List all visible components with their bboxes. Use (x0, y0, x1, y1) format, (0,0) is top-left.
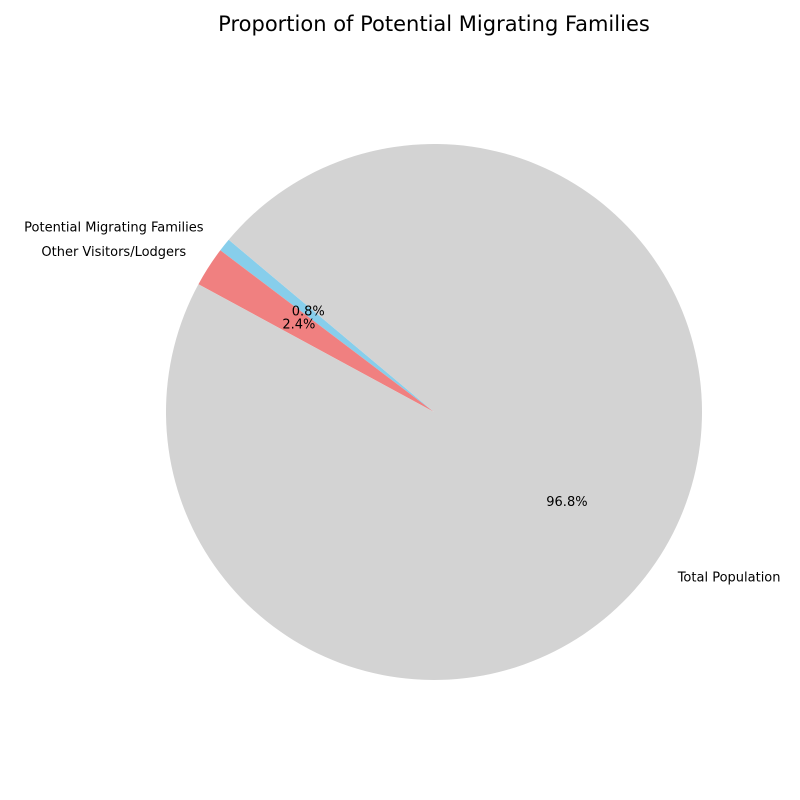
pie-label: Other Visitors/Lodgers (41, 245, 186, 260)
pie-percent-label: 0.8% (292, 304, 325, 319)
chart-title: Proportion of Potential Migrating Famili… (218, 12, 650, 36)
pie-slices (165, 144, 703, 681)
pie-slice-other-visitors-lodgers (198, 250, 434, 412)
pie-slice-potential-migrating-families (220, 239, 434, 412)
pie-label: Total Population (677, 570, 781, 585)
pie-percent-label: 2.4% (282, 317, 315, 332)
pie-label: Potential Migrating Families (24, 221, 204, 236)
pie-slice-total-population (165, 144, 703, 681)
pie-percent-label: 96.8% (546, 495, 587, 510)
pie-labels: Potential Migrating Families 0.8% Other Vi… (24, 221, 780, 586)
